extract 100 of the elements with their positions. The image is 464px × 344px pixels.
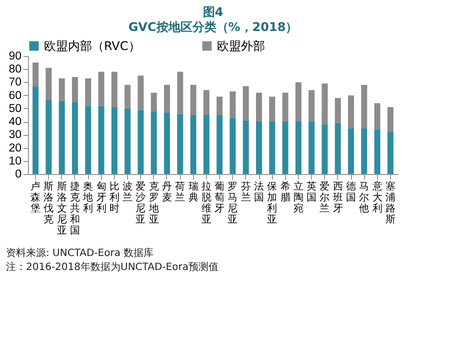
y-tick-label: 50 — [8, 102, 22, 115]
x-tick-label: 马尔他 — [359, 182, 370, 214]
bar — [374, 103, 380, 130]
bar — [32, 86, 39, 174]
bar — [72, 76, 78, 102]
x-tick-label: 卢森堡 — [30, 180, 41, 214]
x-tick-label: 塞浦路斯 — [385, 180, 396, 226]
bar — [85, 106, 92, 174]
x-tick-label: 德国 — [346, 182, 356, 204]
bar — [256, 122, 262, 174]
legend-label: 欧盟内部（RVC） — [44, 39, 140, 53]
bar — [387, 107, 394, 132]
bar — [387, 132, 394, 174]
bar — [269, 122, 276, 174]
bar — [190, 115, 196, 174]
y-tick-label: 30 — [8, 129, 22, 142]
x-tick-label: 奥地利 — [82, 180, 94, 214]
chart-subtitle: GVC按地区分类（%，2018） — [128, 20, 298, 34]
bar — [85, 78, 92, 106]
bar — [322, 124, 328, 174]
bar — [295, 122, 302, 174]
x-tick-label: 爱沙尼亚 — [136, 180, 146, 226]
x-tick-label: 芬兰 — [240, 180, 251, 204]
bar — [111, 72, 118, 108]
legend-label: 欧盟外部 — [217, 39, 265, 53]
bar — [124, 108, 131, 174]
x-tick-label: 捷克共和国 — [70, 180, 80, 236]
x-tick-label: 克罗地亚 — [148, 180, 159, 226]
x-tick-label: 意大利 — [371, 180, 382, 214]
bar — [242, 120, 249, 174]
x-tick-label: 荷兰 — [175, 180, 186, 204]
bar — [164, 112, 170, 174]
bar — [111, 107, 118, 174]
x-tick-label: 英国 — [306, 180, 317, 204]
bar — [46, 68, 52, 100]
x-tick-label: 法国 — [254, 180, 264, 204]
bar — [322, 84, 328, 124]
bar — [164, 84, 170, 112]
bar — [361, 128, 368, 174]
bar — [282, 92, 288, 122]
bar — [138, 76, 144, 110]
bar — [216, 115, 223, 174]
y-tick-label: 80 — [8, 64, 22, 76]
y-tick-label: 0 — [15, 168, 22, 180]
x-tick-label: 斯洛文尼亚 — [56, 180, 67, 236]
bar — [177, 72, 184, 114]
y-tick-label: 10 — [8, 155, 22, 168]
bar — [177, 114, 184, 174]
bar — [190, 84, 196, 115]
bar — [58, 100, 65, 174]
bar — [308, 122, 315, 174]
bar — [150, 92, 157, 112]
bar — [230, 91, 236, 118]
bar — [98, 72, 104, 106]
bar — [256, 92, 262, 122]
bar — [348, 128, 354, 174]
text: 注：2016-2018年数据为UNCTAD-Eora预测值 — [6, 261, 220, 275]
bar — [230, 118, 236, 174]
bar — [58, 78, 65, 101]
bar — [348, 95, 354, 128]
x-tick-label: 波兰 — [122, 180, 133, 204]
x-tick-label: 葡萄牙 — [214, 180, 225, 214]
x-tick-label: 立陶宛 — [293, 180, 304, 214]
chart-title: 图4 — [202, 5, 224, 19]
bar — [203, 90, 210, 115]
bar — [46, 99, 52, 174]
bar — [32, 62, 39, 86]
bar — [124, 84, 131, 108]
text: 资料来源: UNCTAD-Eora 数据库 — [6, 247, 155, 261]
x-tick-label: 匈牙利 — [96, 180, 106, 214]
x-tick-label: 爱尔兰 — [320, 180, 330, 214]
y-tick-label: 60 — [8, 90, 22, 102]
y-tick-label: 70 — [8, 76, 22, 89]
x-tick-label: 拉脱维亚 — [201, 180, 212, 226]
x-tick-label: 罗马尼亚 — [228, 182, 238, 226]
bar — [334, 122, 341, 174]
y-tick-label: 40 — [8, 116, 22, 128]
x-tick-label: 斯洛伐克 — [44, 180, 54, 226]
x-tick-label: 保加利亚 — [267, 182, 278, 226]
bar — [72, 102, 78, 174]
bar — [308, 90, 315, 122]
x-tick-label: 比利时 — [109, 180, 120, 214]
bar — [98, 106, 104, 174]
bar — [334, 98, 341, 123]
bar — [203, 115, 210, 174]
bar — [361, 84, 368, 128]
bar — [216, 96, 223, 115]
x-tick-label: 希腊 — [280, 180, 290, 204]
bar — [150, 111, 157, 174]
bar — [374, 129, 380, 174]
bar — [282, 122, 288, 174]
y-tick-label: 20 — [8, 142, 22, 154]
y-tick-label: 90 — [8, 50, 22, 62]
x-tick-label: 瑞典 — [188, 180, 198, 204]
bar — [138, 110, 144, 174]
bar — [269, 96, 276, 122]
x-tick-label: 西班牙 — [332, 182, 343, 214]
bar — [295, 82, 302, 122]
x-tick-label: 丹麦 — [162, 182, 172, 204]
bar — [242, 86, 249, 120]
